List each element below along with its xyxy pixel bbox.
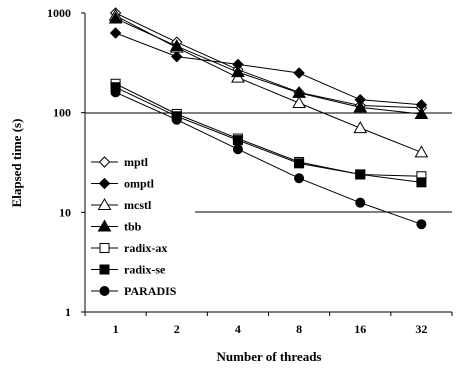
point-mcstl-8 xyxy=(292,96,306,109)
point-tbb-1 xyxy=(108,11,123,24)
x-tick-label-2: 2 xyxy=(174,322,180,336)
legend-label-radix-se: radix-se xyxy=(124,263,166,277)
legend-item-tbb: tbb xyxy=(91,219,142,234)
legend-marker-omptl xyxy=(98,177,111,190)
legend-label-mptl: mptl xyxy=(124,155,149,169)
legend-label-mcstl: mcstl xyxy=(124,198,152,212)
series-PARADIS xyxy=(110,87,427,230)
point-tbb-4 xyxy=(231,65,245,78)
point-radix-se-8 xyxy=(294,158,305,169)
x-tick-label-32: 32 xyxy=(415,322,427,336)
y-tick-label-1: 1 xyxy=(65,305,71,319)
x-tick-label-1: 1 xyxy=(113,322,119,336)
point-mcstl-32 xyxy=(414,145,429,158)
legend-item-radix-se: radix-se xyxy=(91,263,166,277)
series-mcstl xyxy=(108,8,429,158)
point-tbb-32 xyxy=(414,106,429,119)
series-line-radix-ax xyxy=(115,83,422,177)
y-tick-label-1000: 1000 xyxy=(47,6,71,20)
y-ticks: 1 10 100 1000 xyxy=(47,6,85,319)
point-omptl-2 xyxy=(171,50,183,63)
series-radix-se xyxy=(110,82,427,188)
legend-label-radix-ax: radix-ax xyxy=(124,241,167,255)
series-line-mcstl xyxy=(115,15,422,153)
series-line-mptl xyxy=(115,12,422,109)
point-omptl-8 xyxy=(293,67,305,79)
y-tick-label-100: 100 xyxy=(53,106,71,120)
point-tbb-8 xyxy=(292,85,306,98)
point-radix-se-32 xyxy=(416,177,427,188)
point-tbb-2 xyxy=(169,39,184,52)
series-line-radix-se xyxy=(115,86,422,183)
y-tick-label-10: 10 xyxy=(59,205,71,219)
legend-marker-radix-ax xyxy=(99,243,110,253)
legend-marker-mcstl xyxy=(97,197,112,210)
legend-item-omptl: omptl xyxy=(91,177,155,191)
x-tick-label-8: 8 xyxy=(296,322,302,336)
series-tbb xyxy=(108,11,429,119)
point-tbb-16 xyxy=(353,100,368,113)
point-omptl-1 xyxy=(109,27,122,39)
legend-marker-tbb xyxy=(97,219,112,232)
x-tick-label-4: 4 xyxy=(235,322,241,336)
plot-layer xyxy=(108,7,429,230)
legend-item-mptl: mptl xyxy=(91,155,149,169)
series-mptl xyxy=(109,7,428,114)
point-PARADIS-8 xyxy=(294,173,305,184)
legend-item-PARADIS: PARADIS xyxy=(91,284,177,298)
point-PARADIS-1 xyxy=(110,87,121,98)
y-axis-label: Elapsed time (s) xyxy=(9,119,24,208)
legend-label-tbb: tbb xyxy=(124,220,142,234)
legend-marker-PARADIS xyxy=(99,286,110,296)
legend-item-mcstl: mcstl xyxy=(91,197,152,212)
x-axis-label: Number of threads xyxy=(217,349,322,364)
legend-item-radix-ax: radix-ax xyxy=(91,241,167,255)
series-radix-ax xyxy=(110,78,427,182)
point-radix-se-4 xyxy=(232,135,243,146)
x-tick-label-16: 16 xyxy=(354,322,366,336)
series-line-omptl xyxy=(115,32,422,106)
legend-marker-mptl xyxy=(98,156,111,168)
point-PARADIS-2 xyxy=(171,114,182,125)
series-omptl xyxy=(109,27,428,111)
point-PARADIS-4 xyxy=(232,144,243,155)
legend-marker-radix-se xyxy=(99,264,110,275)
point-radix-se-16 xyxy=(355,169,366,180)
point-PARADIS-32 xyxy=(416,219,427,230)
series-line-tbb xyxy=(115,18,422,115)
legend-label-omptl: omptl xyxy=(124,177,155,191)
legend: mptl omptl mcstl tbb radix-ax radix-se PARADIS xyxy=(91,155,177,298)
point-PARADIS-16 xyxy=(355,197,366,208)
point-mcstl-16 xyxy=(353,121,368,134)
x-ticks: 1 2 4 8 16 32 xyxy=(84,312,453,336)
legend-label-PARADIS: PARADIS xyxy=(124,284,177,298)
series-line-PARADIS xyxy=(115,91,422,225)
